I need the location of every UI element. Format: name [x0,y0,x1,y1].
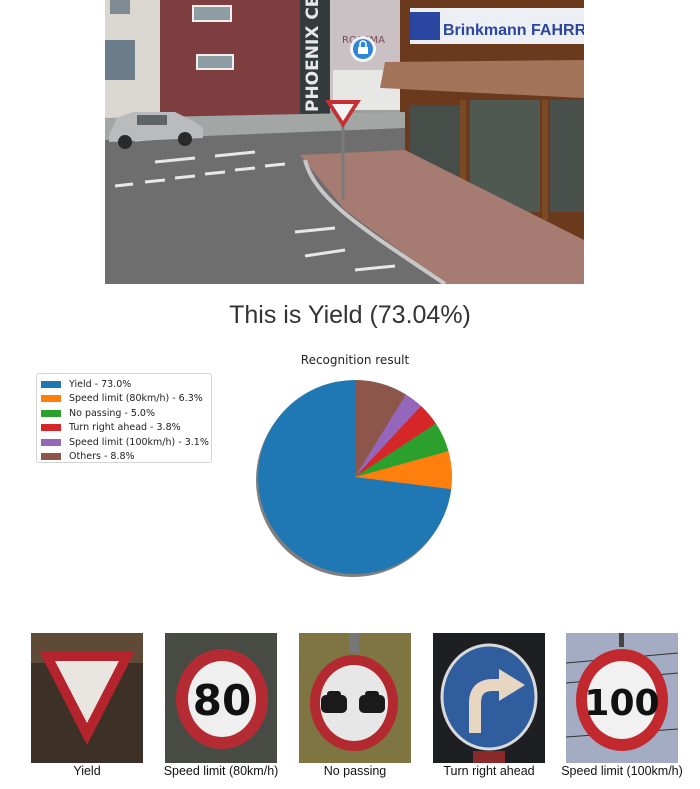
chart-title: Recognition result [301,353,410,367]
yield-sign-in-photo [325,100,361,200]
legend-entry: Speed limit (80km/h) - 6.3% [41,392,207,407]
legend-label: Turn right ahead - 3.8% [69,422,181,434]
speed-limit-number: 80 [193,676,251,725]
pie-slice-yield [258,380,452,574]
legend-entry: Turn right ahead - 3.8% [41,421,207,436]
thumbnail-speed-limit-80: 80 [165,633,277,763]
turn-right-ahead-icon [433,633,545,763]
speed-limit-100-icon: 100 [566,633,678,763]
candidate-thumbnails: Yield 80 Speed limit (80km/h) No passing [0,633,700,789]
street-photo: PHOENIX CE ROSSMA Brinkmann FAHRRÄD [105,0,584,284]
pie-slice-turn-right-ahead [355,405,436,477]
legend-swatch [41,453,61,461]
no-passing-icon [299,633,411,763]
thumbnail-caption: Yield [73,764,101,778]
legend-label: Yield - 73.0% [69,378,132,390]
legend-entry: Speed limit (100km/h) - 3.1% [41,435,209,450]
pie-slice-speed-limit-80km-h [355,451,452,490]
car [109,112,203,149]
phoenix-sign-text: PHOENIX CE [303,0,323,112]
pie-slice-no-passing [355,423,449,477]
legend-swatch [41,424,61,432]
legend-entry: Others - 8.8% [41,450,207,465]
legend-label: No passing - 5.0% [69,407,155,419]
chart-legend: Yield - 73.0% Speed limit (80km/h) - 6.3… [36,373,212,463]
yield-sign-icon [31,633,143,763]
thumbnail-speed-limit-100: 100 [566,633,678,763]
thumbnail-caption: Turn right ahead [443,764,535,778]
speed-limit-80-icon: 80 [165,633,277,763]
legend-entry: Yield - 73.0% [41,377,207,392]
legend-swatch [41,380,61,388]
thumbnail-caption: Speed limit (80km/h) [163,764,279,778]
legend-swatch [41,438,61,446]
pie-slice-others [355,380,406,477]
thumbnail-caption: Speed limit (100km/h) [561,764,683,778]
legend-label: Speed limit (100km/h) - 3.1% [69,436,209,448]
legend-swatch [41,409,61,417]
speed-limit-number: 100 [584,683,659,724]
thumbnail-turn-right-ahead [433,633,545,763]
location-pin-icon [350,36,376,62]
legend-entry: No passing - 5.0% [41,406,207,421]
shop-sign-text: Brinkmann FAHRRÄD [443,21,584,39]
pie-slice-speed-limit-100km-h [355,394,421,477]
legend-label: Speed limit (80km/h) - 6.3% [69,393,203,405]
thumbnail-yield [31,633,143,763]
legend-swatch [41,395,61,403]
pie-chart-svg: Recognition result [256,353,452,577]
result-headline: This is Yield (73.04%) [229,301,471,329]
thumbnail-caption: No passing [323,764,387,778]
recognition-chart: Recognition result [30,345,490,595]
legend-label: Others - 8.8% [69,451,135,463]
street-scene-image: PHOENIX CE ROSSMA Brinkmann FAHRRÄD [105,0,584,284]
thumbnail-no-passing [299,633,411,763]
